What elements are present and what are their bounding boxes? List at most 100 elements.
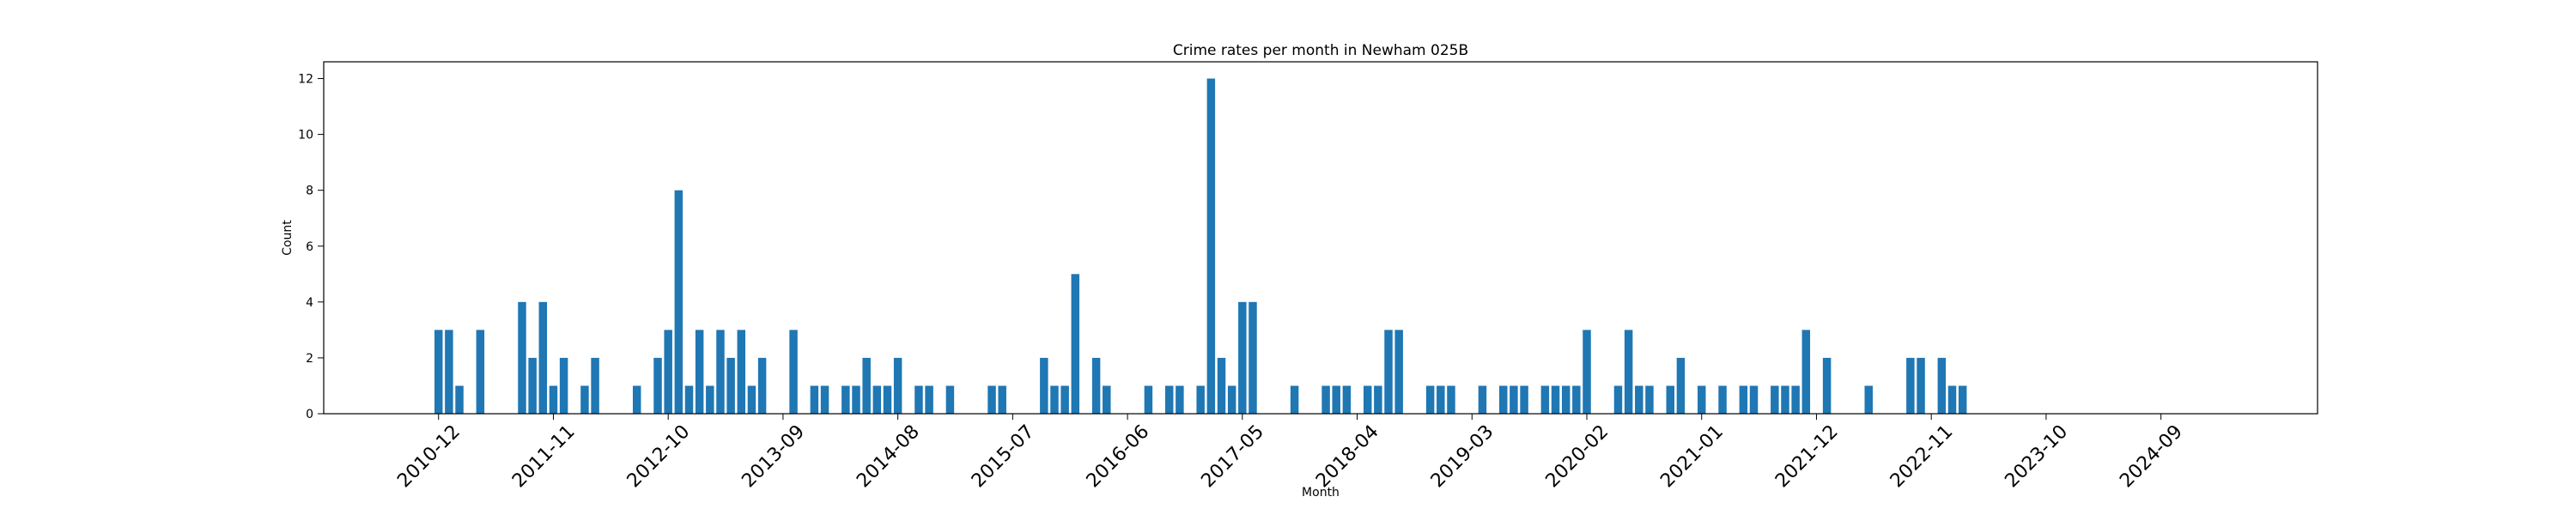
- bar-2018-06: [1374, 385, 1382, 414]
- bar-2019-06: [1499, 385, 1508, 414]
- bar-2018-11: [1425, 385, 1435, 414]
- plot-frame: [323, 61, 2318, 415]
- bar-2022-01: [1822, 357, 1832, 414]
- chart-title: Crime rates per month in Newham 025B: [1173, 42, 1468, 59]
- bar-2015-10: [1040, 357, 1048, 414]
- bar-2012-02: [580, 385, 589, 414]
- bar-2019-10: [1540, 385, 1550, 414]
- bar-2023-01: [1947, 385, 1957, 414]
- bar-2011-10: [538, 301, 548, 414]
- bar-2018-05: [1363, 385, 1372, 414]
- bar-2018-07: [1384, 330, 1393, 414]
- bar-2019-12: [1561, 385, 1571, 414]
- bar-2014-01: [820, 385, 829, 414]
- y-axis-label: Count: [281, 220, 295, 256]
- bar-2020-10: [1666, 385, 1674, 414]
- bar-2011-09: [528, 357, 537, 414]
- bar-2019-01: [1447, 385, 1455, 414]
- bar-2014-04: [852, 385, 860, 414]
- bar-2014-06: [872, 385, 882, 414]
- x-tick-label: 2021-01: [1656, 421, 1728, 493]
- bar-2015-11: [1050, 385, 1059, 414]
- bar-2016-01: [1071, 274, 1080, 414]
- bar-2011-01: [445, 330, 453, 414]
- bar-2018-08: [1394, 330, 1403, 414]
- bar-2013-04: [726, 357, 735, 414]
- bar-2015-06: [998, 385, 1006, 414]
- bar-2020-08: [1645, 385, 1654, 414]
- bar-2019-11: [1551, 385, 1560, 414]
- bar-2020-07: [1635, 385, 1643, 414]
- x-axis-label: Month: [1302, 486, 1340, 500]
- bar-2015-01: [945, 385, 955, 414]
- bar-2017-02: [1206, 78, 1216, 415]
- bar-2017-03: [1217, 357, 1226, 414]
- bar-2022-09: [1906, 357, 1915, 414]
- x-tick-label: 2023-10: [2001, 421, 2072, 493]
- bar-2015-05: [987, 385, 996, 414]
- bar-2017-10: [1290, 385, 1299, 414]
- bar-2023-02: [1958, 385, 1967, 414]
- bar-2022-12: [1937, 357, 1947, 414]
- bar-2021-11: [1801, 330, 1811, 414]
- bar-2019-08: [1520, 385, 1528, 414]
- bar-2012-10: [664, 330, 672, 414]
- bar-2017-04: [1227, 385, 1236, 414]
- x-tick-label: 2016-06: [1083, 421, 1154, 493]
- bar-2014-05: [862, 357, 871, 414]
- x-tick-label: 2021-12: [1771, 421, 1843, 493]
- bar-2020-06: [1624, 330, 1633, 414]
- bar-2020-05: [1613, 385, 1623, 414]
- bar-2017-05: [1238, 301, 1247, 414]
- bar-2012-07: [632, 385, 641, 414]
- bar-2012-03: [591, 357, 599, 414]
- bar-2016-08: [1144, 385, 1153, 414]
- bar-2013-03: [716, 330, 725, 414]
- bar-2016-10: [1164, 385, 1174, 414]
- bar-2012-12: [684, 385, 694, 414]
- bar-2017-06: [1249, 301, 1257, 414]
- bar-2014-08: [893, 357, 902, 414]
- bar-2022-05: [1864, 385, 1873, 414]
- bar-2011-04: [476, 330, 485, 414]
- bar-2021-03: [1718, 385, 1727, 414]
- bar-2021-08: [1771, 385, 1779, 414]
- x-tick-label: 2022-11: [1886, 421, 1958, 493]
- bar-2019-07: [1510, 385, 1518, 414]
- bar-2013-06: [747, 385, 756, 414]
- bar-2020-01: [1572, 385, 1581, 414]
- x-tick-label: 2017-05: [1197, 421, 1268, 493]
- bar-2011-11: [549, 385, 558, 414]
- bar-2013-01: [695, 330, 704, 414]
- bar-2012-11: [674, 190, 683, 414]
- bar-2011-02: [455, 385, 464, 414]
- x-tick-label: 2019-03: [1427, 421, 1498, 493]
- x-axis-ticks: 2010-12 2011-11 2012-10 2013-09 2014-08 2015-…: [393, 414, 2187, 492]
- x-tick-label: 2013-09: [738, 421, 809, 493]
- bar-2014-03: [841, 385, 850, 414]
- bar-2013-07: [757, 357, 767, 414]
- bar-2013-12: [810, 385, 819, 414]
- y-tick-label: 4: [306, 296, 313, 310]
- bar-2020-02: [1583, 330, 1591, 414]
- bar-2021-01: [1697, 385, 1706, 414]
- bar-2014-11: [925, 385, 933, 414]
- bar-2020-11: [1676, 357, 1686, 414]
- x-tick-label: 2014-08: [853, 421, 924, 493]
- y-tick-label: 8: [306, 185, 313, 198]
- x-tick-label: 2020-02: [1542, 421, 1613, 493]
- bar-2019-04: [1478, 385, 1487, 414]
- x-tick-label: 2011-11: [508, 421, 580, 493]
- bar-2022-10: [1917, 357, 1925, 414]
- y-tick-label: 2: [306, 352, 313, 366]
- bar-2016-04: [1103, 385, 1111, 414]
- bar-2010-12: [434, 330, 443, 414]
- bar-2015-12: [1060, 385, 1069, 414]
- x-tick-label: 2024-09: [2116, 421, 2187, 493]
- bar-2013-10: [789, 330, 798, 414]
- bar-2018-01: [1321, 385, 1330, 414]
- y-axis-ticks: 0 2 4 6 8 10 12: [298, 73, 324, 421]
- plot-area: [434, 78, 1967, 415]
- bar-2013-02: [706, 385, 714, 414]
